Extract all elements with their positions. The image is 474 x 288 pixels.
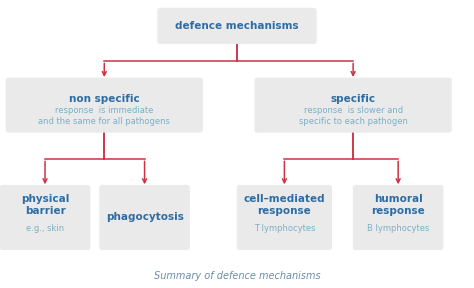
Text: phagocytosis: phagocytosis [106, 213, 183, 222]
Text: non specific: non specific [69, 94, 140, 104]
FancyBboxPatch shape [0, 185, 90, 250]
FancyBboxPatch shape [353, 185, 444, 250]
FancyBboxPatch shape [6, 78, 203, 132]
Text: B lymphocytes: B lymphocytes [367, 224, 429, 233]
Text: defence mechanisms: defence mechanisms [175, 21, 299, 31]
FancyBboxPatch shape [157, 8, 317, 44]
Text: Summary of defence mechanisms: Summary of defence mechanisms [154, 271, 320, 281]
FancyBboxPatch shape [237, 185, 332, 250]
FancyBboxPatch shape [255, 78, 452, 132]
Text: physical
barrier: physical barrier [21, 194, 69, 216]
Text: T lymphocytes: T lymphocytes [254, 224, 315, 233]
FancyBboxPatch shape [99, 185, 190, 250]
Text: cell–mediated
response: cell–mediated response [244, 194, 325, 216]
Text: humoral
response: humoral response [371, 194, 425, 216]
Text: specific: specific [330, 94, 376, 104]
Text: response  is immediate
and the same for all pathogens: response is immediate and the same for a… [38, 106, 170, 126]
Text: e.g., skin: e.g., skin [26, 224, 64, 233]
Text: response  is slower and
specific to each pathogen: response is slower and specific to each … [299, 106, 408, 126]
